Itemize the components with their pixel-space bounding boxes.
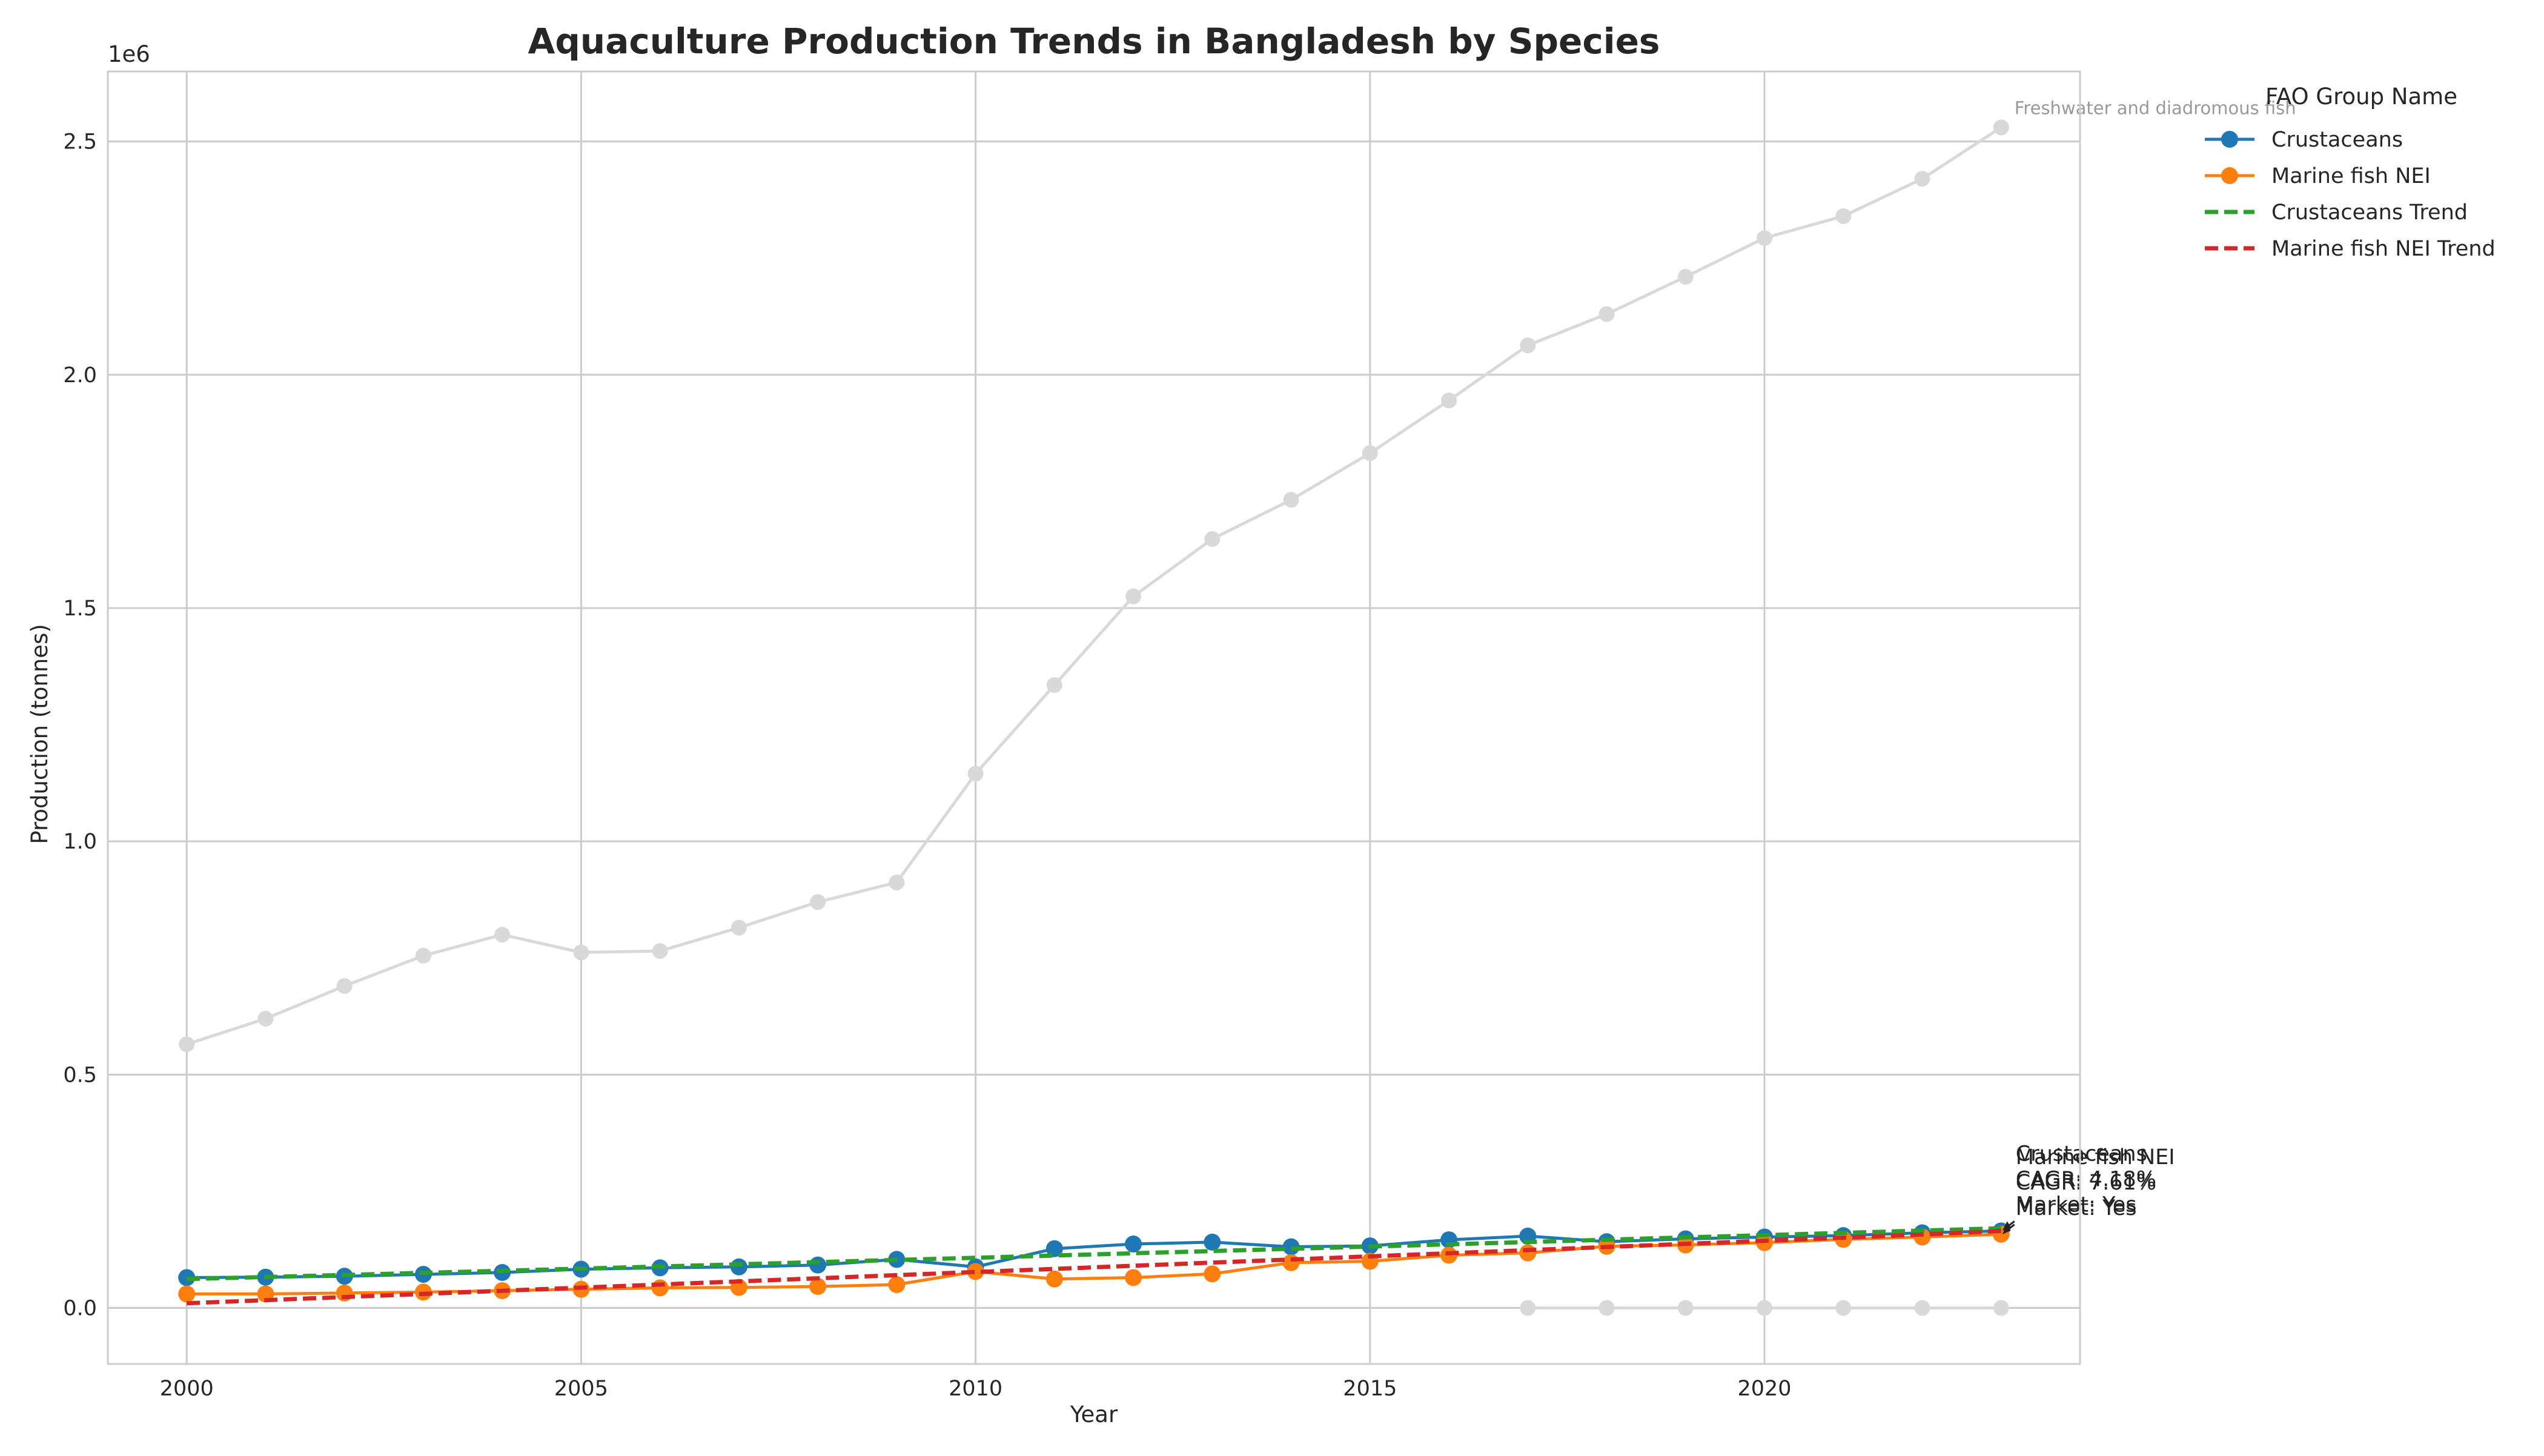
legend-label: Marine fish NEI <box>2271 164 2431 188</box>
y-axis-label: Production (tonnes) <box>27 624 53 844</box>
data-point <box>257 1010 274 1027</box>
data-point <box>967 766 984 782</box>
data-point <box>1598 1300 1615 1316</box>
plot-frame <box>107 70 2081 1365</box>
data-point <box>573 944 589 961</box>
data-point <box>415 947 431 964</box>
data-point <box>1204 1265 1221 1283</box>
data-point <box>178 1285 196 1303</box>
legend-title: FAO Group Name <box>2265 84 2457 110</box>
x-axis-label: Year <box>1070 1401 1118 1428</box>
legend-label: Crustaceans <box>2271 128 2403 152</box>
series-line <box>187 1226 2001 1282</box>
data-point <box>1362 445 1378 462</box>
annotation-label: Marine fish NEI <box>2016 1145 2175 1170</box>
data-point <box>1677 1300 1694 1316</box>
data-point <box>1757 230 1773 247</box>
series-freshwater-and-diadromous-fish <box>179 119 2009 1053</box>
data-point <box>1993 1300 2009 1316</box>
y-axis-offset-label: 1e6 <box>108 41 150 67</box>
series-line <box>187 1228 2001 1306</box>
data-point <box>1045 1240 1063 1257</box>
x-tick-label: 2000 <box>160 1377 214 1401</box>
data-point <box>1677 268 1694 285</box>
data-point <box>1519 1244 1537 1262</box>
y-tick-label: 1.0 <box>63 830 97 854</box>
data-point <box>810 894 826 910</box>
annotation-label: Market: Yes <box>2016 1193 2137 1217</box>
data-point <box>1441 392 1457 409</box>
data-point <box>1993 119 2009 136</box>
series-line <box>186 126 2002 1046</box>
data-point <box>1045 1270 1063 1288</box>
legend-item: Marine fish NEI <box>2205 164 2431 188</box>
annotation-arrowhead <box>2002 1224 2011 1234</box>
data-point <box>1520 337 1536 354</box>
data-point <box>1914 171 1930 187</box>
annotation-label: Market: Yes <box>2016 1196 2137 1220</box>
data-point <box>1598 306 1615 322</box>
data-point <box>1835 208 1852 224</box>
data-point <box>1125 1269 1142 1286</box>
data-point <box>1282 1254 1300 1271</box>
legend-label: Marine fish NEI Trend <box>2271 237 2496 261</box>
data-point <box>1204 1233 1221 1251</box>
legend: FAO Group Name Crustaceans Marine fish NEI… <box>2205 84 2496 261</box>
y-tick-label: 0.0 <box>63 1297 97 1321</box>
series-crustaceans-trend <box>187 1226 2001 1282</box>
annotation-label: CAGR: 4.18% <box>2016 1167 2156 1191</box>
series-unnamed-series <box>1520 1300 2009 1316</box>
x-tick-label: 2005 <box>554 1377 608 1401</box>
series-marine-fish-nei-trend <box>187 1228 2001 1306</box>
data-point <box>1914 1300 1930 1316</box>
data-point <box>336 978 353 994</box>
data-point <box>889 874 905 890</box>
data-point <box>651 1279 669 1297</box>
y-tick-label: 2.5 <box>63 130 97 154</box>
data-point <box>730 1258 747 1276</box>
data-point <box>1046 677 1062 693</box>
data-point <box>1125 588 1142 604</box>
legend-item: Marine fish NEI Trend <box>2205 237 2496 261</box>
annotation-label: CAGR: 7.61% <box>2016 1171 2156 1195</box>
x-tick-label: 2020 <box>1738 1377 1792 1401</box>
legend-item: Crustaceans <box>2205 128 2403 152</box>
data-point <box>1757 1300 1773 1316</box>
annotation-label: Crustaceans <box>2016 1142 2147 1166</box>
data-point <box>888 1276 906 1294</box>
data-point <box>1835 1300 1852 1316</box>
y-tick-label: 2.0 <box>63 363 97 388</box>
data-point <box>652 943 668 959</box>
data-point <box>1520 1300 1536 1316</box>
legend-label: Crustaceans Trend <box>2271 200 2468 225</box>
annotation-label: Freshwater and diadromous fish <box>2015 98 2296 118</box>
data-point <box>1283 492 1299 508</box>
data-point <box>179 1036 195 1053</box>
data-point <box>1204 531 1221 547</box>
data-point <box>809 1278 827 1296</box>
x-tick-label: 2010 <box>949 1377 1002 1401</box>
data-point <box>967 1263 984 1280</box>
legend-marker <box>2221 131 2238 148</box>
data-point <box>809 1256 827 1274</box>
y-tick-label: 0.5 <box>63 1063 97 1087</box>
x-tick-label: 2015 <box>1343 1377 1397 1401</box>
y-tick-label: 1.5 <box>63 597 97 621</box>
legend-marker <box>2221 167 2238 184</box>
legend-item: Crustaceans Trend <box>2205 200 2468 225</box>
data-point <box>494 927 511 943</box>
data-point <box>730 919 747 936</box>
chart-title: Aquaculture Production Trends in Banglad… <box>528 21 1660 62</box>
data-point <box>1125 1236 1142 1253</box>
